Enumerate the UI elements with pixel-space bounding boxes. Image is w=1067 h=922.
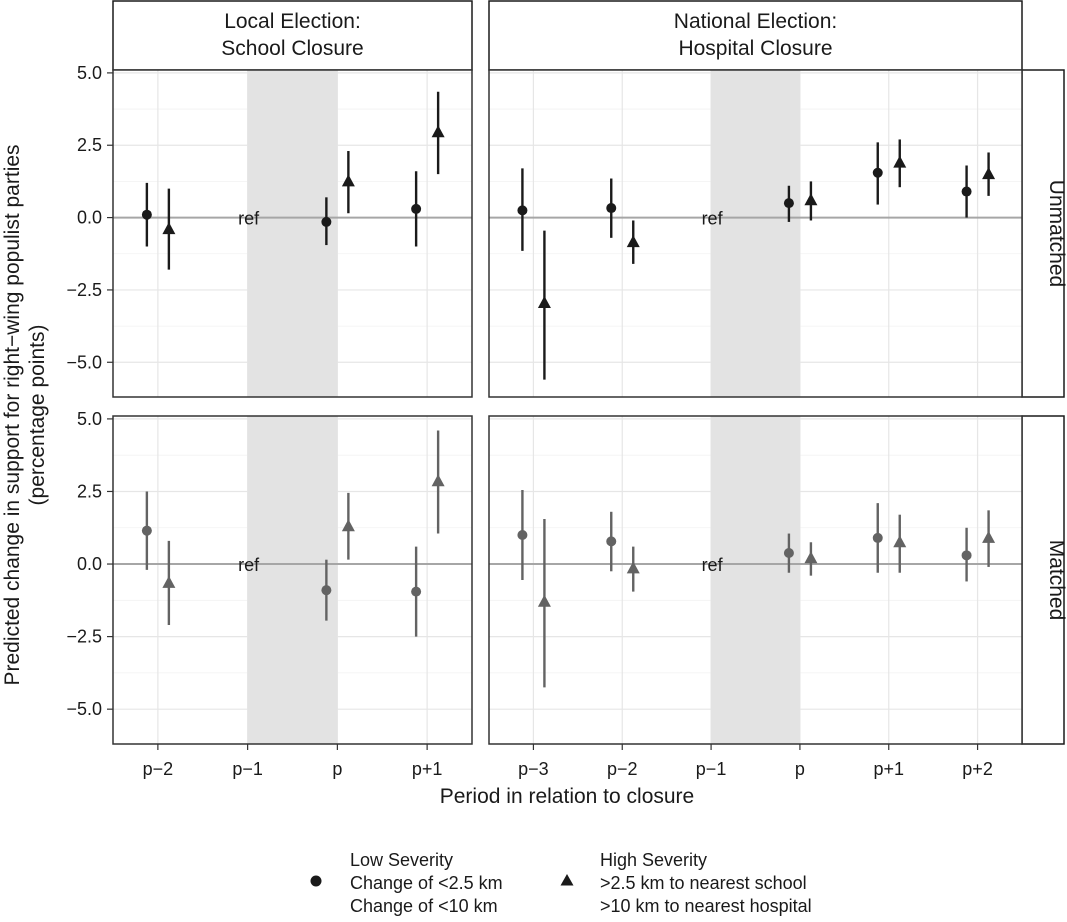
y-tick-label: 5.0 [77,409,102,429]
ref-label: ref [238,209,260,229]
y-axis-title-line2: (percentage points) [26,325,49,506]
column-strip-title-line2-1: Hospital Closure [678,37,832,60]
point-triangle-high-severity-p [804,193,818,206]
y-tick-label: −2.5 [66,280,102,300]
x-tick-label-pp2: p+2 [962,759,993,779]
point-circle-low-severity-pm3 [517,530,528,541]
y-tick-label: −5.0 [66,352,102,372]
point-circle-low-severity-p [783,548,794,559]
point-circle-low-severity-pp1 [411,586,422,597]
x-tick-label-pm1: p−1 [232,759,263,779]
panel-border [488,69,1023,398]
point-triangle-high-severity-pm2 [626,235,640,248]
column-strip-title-line1-0: Local Election: [224,10,361,33]
column-strip-title-line2-0: School Closure [221,37,363,60]
point-circle-low-severity-pp1 [872,167,883,178]
point-triangle-high-severity-p [341,519,355,532]
x-tick-label-p: p [332,759,342,779]
reference-band [711,70,800,397]
point-triangle-high-severity-pp1 [893,535,907,548]
legend-high-line1: >2.5 km to nearest school [600,873,807,893]
point-circle-low-severity-pm2 [141,525,152,536]
panel-unmatched-col-1: ref [488,69,1023,398]
legend-low-title: Low Severity [350,850,453,870]
column-strip-title-line1-1: National Election: [674,10,837,33]
point-circle-low-severity-pm3 [517,205,528,216]
x-tick-label-pm1: p−1 [696,759,727,779]
y-tick-label: 0.0 [77,208,102,228]
x-tick-label-pp1: p+1 [873,759,904,779]
y-tick-label: −2.5 [66,627,102,647]
panel-border [112,69,473,398]
x-tick-label-pm2: p−2 [607,759,638,779]
column-strip-0 [112,0,473,71]
point-triangle-high-severity-pm3 [537,594,551,607]
point-triangle-high-severity-pp2 [982,530,996,543]
x-axis-title: Period in relation to closure [440,785,694,808]
x-tick-label-p: p [795,759,805,779]
reference-band [247,70,338,397]
legend-low-line2: Change of <10 km [350,896,498,916]
panel-matched-col-1: ref [488,415,1023,745]
point-circle-low-severity-pp2 [961,550,972,561]
row-strip-label-matched: Matched [1045,540,1067,621]
point-triangle-high-severity-pp1 [431,474,445,487]
legend: Low Severity Change of <2.5 km Change of… [310,850,812,916]
legend-low-severity-circle-icon [310,875,322,887]
point-circle-low-severity-p [783,198,794,209]
y-axis-title-line1: Predicted change in support for right−wi… [1,144,24,685]
point-triangle-high-severity-pp1 [893,155,907,168]
legend-high-line2: >10 km to nearest hospital [600,896,812,916]
row-strip-1 [1021,415,1065,745]
point-circle-low-severity-pm2 [141,209,152,220]
legend-high-severity-triangle-icon [560,874,574,886]
point-triangle-high-severity-pm2 [162,222,176,235]
point-triangle-high-severity-pp1 [431,125,445,138]
panel-border [112,415,473,745]
x-tick-label-pp1: p+1 [412,759,443,779]
point-triangle-high-severity-p [341,174,355,187]
reference-band [247,416,338,744]
panel-unmatched-col-0: ref [112,69,473,398]
legend-low-line1: Change of <2.5 km [350,873,503,893]
y-tick-label: 0.0 [77,554,102,574]
point-circle-low-severity-pp1 [872,532,883,543]
point-triangle-high-severity-pm3 [537,295,551,308]
point-circle-low-severity-pp1 [411,203,422,214]
panel-border [488,415,1023,745]
row-strip-0 [1021,69,1065,398]
y-tick-label: 2.5 [77,135,102,155]
point-triangle-high-severity-pp2 [982,167,996,180]
row-strip-label-unmatched: Unmatched [1045,180,1067,287]
ref-label: ref [702,555,724,575]
ref-label: ref [702,209,724,229]
ref-label: ref [238,555,260,575]
point-circle-low-severity-p [321,585,332,596]
point-triangle-high-severity-p [804,551,818,564]
column-strip-1 [488,0,1023,71]
reference-band [711,416,800,744]
y-tick-label: 5.0 [77,63,102,83]
point-circle-low-severity-pm2 [606,536,617,547]
panels-layer: Local Election: School Closure National El… [66,0,1067,779]
point-circle-low-severity-pm2 [606,203,617,214]
point-circle-low-severity-p [321,216,332,227]
point-triangle-high-severity-pm2 [162,575,176,588]
panel-matched-col-0: ref [112,415,473,745]
x-tick-label-pm3: p−3 [518,759,549,779]
y-tick-label: −5.0 [66,699,102,719]
y-tick-label: 2.5 [77,481,102,501]
x-tick-label-pm2: p−2 [143,759,174,779]
legend-high-title: High Severity [600,850,707,870]
point-triangle-high-severity-pm2 [626,561,640,574]
point-circle-low-severity-pp2 [961,186,972,197]
